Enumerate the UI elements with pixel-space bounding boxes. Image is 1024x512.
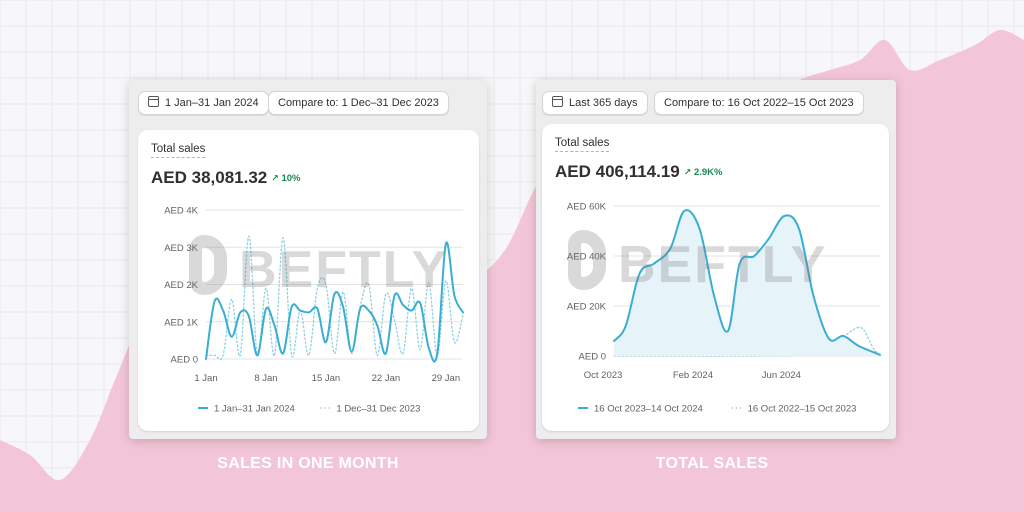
x-tick-label: 15 Jan — [312, 373, 341, 384]
y-tick-label: AED 0 — [171, 355, 198, 366]
date-range-button[interactable]: Last 365 days — [542, 91, 648, 115]
total-sales-amount: AED 406,114.19 — [555, 162, 680, 181]
calendar-icon — [552, 96, 563, 107]
total-sales-value: AED 38,081.32 ↗ 10% — [151, 168, 300, 188]
series-area — [614, 210, 880, 356]
arrow-up-right-icon: ↗ — [271, 173, 279, 183]
y-tick-label: AED 3K — [164, 243, 198, 254]
legend-label: 16 Oct 2023–14 Oct 2024 — [594, 404, 703, 415]
watermark-logo-icon — [189, 235, 227, 295]
watermark: BEFTLY — [618, 236, 828, 294]
y-tick-label: AED 2K — [164, 280, 198, 291]
date-range-label: 1 Jan–31 Jan 2024 — [165, 97, 259, 109]
comparison-series-line — [613, 326, 881, 357]
y-tick-label: AED 20K — [567, 302, 607, 313]
delta-badge: ↗ 2.9K% — [684, 167, 723, 178]
legend-label: 16 Oct 2022–15 Oct 2023 — [748, 404, 857, 415]
date-range-label: Last 365 days — [569, 97, 638, 109]
x-tick-label: 22 Jan — [372, 373, 401, 384]
monthly-sales-chart: AED 0 AED 1K AED 2K AED 3K AED 4K 1 Jan 8 Jan 1… — [164, 206, 464, 415]
y-tick-label: AED 0 — [579, 352, 606, 363]
calendar-icon — [148, 96, 159, 107]
x-tick-label: 1 Jan — [194, 373, 217, 384]
delta-badge: ↗ 10% — [271, 173, 300, 184]
total-sales-amount: AED 38,081.32 — [151, 168, 268, 187]
caption-monthly: SALES IN ONE MONTH — [217, 455, 399, 472]
compare-label: Compare to: 1 Dec–31 Dec 2023 — [278, 97, 439, 109]
legend-label: 1 Jan–31 Jan 2024 — [214, 404, 295, 415]
compare-button[interactable]: Compare to: 1 Dec–31 Dec 2023 — [268, 91, 449, 115]
legend-label: 1 Dec–31 Dec 2023 — [336, 404, 420, 415]
watermark: BEFTLY — [239, 241, 449, 299]
arrow-up-right-icon: ↗ — [683, 167, 692, 177]
delta-value: 2.9K% — [693, 167, 723, 178]
x-tick-label: Oct 2023 — [584, 370, 623, 381]
y-tick-label: AED 60K — [567, 202, 607, 213]
panel-monthly-sales: 1 Jan–31 Jan 2024 Compare to: 1 Dec–31 D… — [129, 80, 487, 439]
compare-label: Compare to: 16 Oct 2022–15 Oct 2023 — [664, 97, 854, 109]
watermark-logo-icon — [568, 230, 606, 290]
y-tick-label: AED 1K — [164, 317, 198, 328]
card-title[interactable]: Total sales — [555, 137, 610, 152]
compare-button[interactable]: Compare to: 16 Oct 2022–15 Oct 2023 — [654, 91, 864, 115]
current-series-line — [613, 209, 881, 356]
date-range-button[interactable]: 1 Jan–31 Jan 2024 — [138, 91, 269, 115]
x-tick-label: 8 Jan — [254, 373, 277, 384]
x-tick-label: Jun 2024 — [762, 370, 801, 381]
y-tick-label: AED 4K — [164, 206, 198, 217]
comparison-series-line — [205, 235, 464, 361]
card-title[interactable]: Total sales — [151, 143, 206, 158]
current-series-line — [205, 241, 464, 363]
panel-total-sales: Last 365 days Compare to: 16 Oct 2022–15… — [536, 80, 896, 439]
x-tick-label: 29 Jan — [432, 373, 461, 384]
total-sales-value: AED 406,114.19 ↗ 2.9K% — [555, 162, 722, 182]
caption-total: TOTAL SALES — [655, 455, 769, 472]
x-tick-label: Feb 2024 — [673, 370, 713, 381]
delta-value: 10% — [281, 173, 301, 184]
